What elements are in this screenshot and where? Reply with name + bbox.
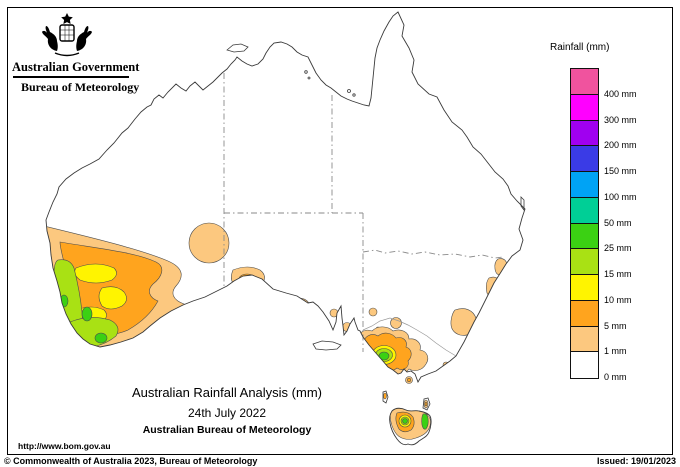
legend-cell bbox=[571, 275, 598, 301]
state-borders bbox=[223, 73, 504, 352]
legend-label: 0 mm bbox=[604, 372, 627, 382]
legend-title: Rainfall (mm) bbox=[550, 42, 610, 53]
government-title: Australian Government bbox=[12, 60, 140, 74]
legend-cell bbox=[571, 172, 598, 198]
legend-cell bbox=[571, 249, 598, 275]
header-rule bbox=[13, 76, 129, 78]
minor-islands bbox=[226, 43, 525, 411]
legend-label: 10 mm bbox=[604, 294, 632, 305]
legend-label: 15 mm bbox=[604, 269, 632, 279]
issued-date: Issued: 19/01/2023 bbox=[596, 456, 676, 466]
mainland-coastline bbox=[45, 11, 526, 384]
coat-of-arms bbox=[42, 13, 92, 57]
legend-label: 200 mm bbox=[604, 140, 637, 151]
tasmania-coastline bbox=[389, 407, 432, 446]
map-frame bbox=[7, 7, 673, 455]
legend-label: 1 mm bbox=[604, 346, 627, 357]
legend-label: 400 mm bbox=[604, 88, 637, 99]
bureau-title: Bureau of Meteorology bbox=[21, 80, 140, 94]
legend-cell bbox=[571, 146, 598, 172]
bom-url: http://www.bom.gov.au bbox=[18, 441, 111, 451]
organisation-name: Australian Bureau of Meteorology bbox=[142, 424, 312, 436]
legend-label: 300 mm bbox=[604, 114, 637, 125]
island-rainfall-dots bbox=[383, 376, 429, 409]
legend-cell bbox=[571, 197, 598, 224]
legend-label: 25 mm bbox=[604, 243, 632, 254]
legend-cell bbox=[571, 69, 598, 95]
legend-label: 150 mm bbox=[604, 166, 637, 176]
copyright-notice: © Commonwealth of Australia 2023, Bureau… bbox=[4, 456, 258, 466]
legend-label: 50 mm bbox=[604, 217, 632, 228]
nsw-vic-border bbox=[362, 317, 457, 357]
legend-cell bbox=[571, 94, 598, 121]
analysis-date: 24th July 2022 bbox=[187, 406, 267, 420]
legend-cell bbox=[571, 120, 598, 147]
rainfall-patch-inland-wa bbox=[188, 222, 230, 264]
page-title: Australian Rainfall Analysis (mm) bbox=[131, 385, 322, 400]
legend-cell bbox=[571, 326, 598, 353]
legend-color-bar bbox=[570, 68, 599, 379]
legend-cell bbox=[571, 300, 598, 327]
legend-cell bbox=[571, 223, 598, 250]
legend-label: 5 mm bbox=[604, 320, 627, 331]
legend-cell bbox=[571, 352, 598, 378]
legend-label: 100 mm bbox=[604, 191, 637, 202]
map-titles: Australian Rainfall Analysis (mm) 24th J… bbox=[97, 385, 357, 436]
